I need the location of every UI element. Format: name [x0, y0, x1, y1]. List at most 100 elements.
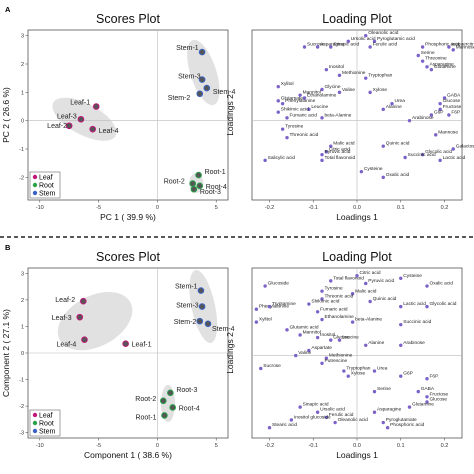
loading-point-label: Fructose: [443, 104, 462, 110]
loading-point: [434, 133, 438, 137]
score-point-label: Leaf-3: [57, 113, 77, 120]
loading-point: [298, 333, 302, 337]
x-tick-label: 0.1: [397, 443, 405, 449]
loading-point: [302, 96, 307, 100]
legend-marker: [32, 412, 38, 418]
score-point-label: Root-3: [176, 387, 197, 394]
loading-point-label: Asparagine: [377, 407, 402, 413]
loading-point-label: Xylitol: [281, 81, 294, 87]
loading-point: [320, 158, 324, 163]
loading-point-label: Xylitol: [259, 317, 272, 323]
legend-label: Leaf: [39, 175, 53, 182]
loading-point-label: F6P: [451, 110, 460, 116]
loading-point-label: Sinapic acid: [333, 42, 359, 48]
loading-point: [429, 113, 434, 117]
loading-point: [372, 39, 377, 44]
loading-point-label: Urea: [377, 366, 388, 372]
score-point: [92, 103, 100, 110]
score-point: [122, 340, 129, 348]
loading-point-label: Fructose: [430, 391, 449, 397]
loading-point: [399, 322, 403, 327]
loading-point-label: Glycine: [333, 335, 349, 341]
score-point: [76, 313, 84, 321]
score-point-label: Stem-4: [212, 326, 235, 333]
loading-point: [320, 317, 324, 322]
score-point: [196, 90, 204, 98]
loading-point: [320, 361, 324, 366]
loading-point-label: Total flavonoid: [325, 155, 356, 161]
y-tick-label: 3: [21, 34, 24, 40]
loading-point-label: Succinic acid: [403, 319, 431, 325]
loading-point-label: Phosphoric acid: [390, 422, 424, 428]
loading-point: [280, 101, 285, 106]
loading-point-label: Mannose: [438, 129, 458, 135]
loading-point: [438, 158, 442, 163]
loading-point: [451, 147, 455, 151]
loading-point-label: Isoquercitrin: [451, 42, 474, 48]
loading-point-label: Stearic acid: [272, 422, 297, 428]
loading-point-label: Glycine: [325, 84, 341, 90]
loading-point: [425, 304, 429, 309]
loading-point: [381, 420, 385, 425]
legend-marker: [32, 182, 38, 188]
loading-point: [276, 99, 280, 103]
loading-point: [289, 418, 294, 422]
loading-point-label: Mannose: [456, 44, 474, 50]
loading-point-label: Sinapic acid: [303, 402, 329, 408]
loading-point-label: Inositol: [329, 64, 344, 70]
score-point: [204, 320, 212, 328]
loading-point: [324, 415, 329, 420]
y-tick-label: 1: [21, 324, 24, 330]
score-point-label: Stem-1: [176, 45, 199, 52]
group-ellipse: [52, 97, 117, 141]
loading-point-label: Oxalic acid: [386, 172, 410, 178]
score-point: [65, 122, 73, 130]
score-point: [79, 297, 87, 305]
loading-point-label: Ethanolamine: [325, 314, 355, 320]
loading-point-label: Pyruvic acid: [368, 278, 394, 284]
x-tick-label: -10: [36, 205, 44, 211]
y-tick-label: -2: [19, 404, 24, 410]
y-axis-label: PC 2 ( 26.6 %): [1, 87, 11, 143]
y-tick-label: 0: [21, 119, 24, 125]
loading-point-label: beta-Alanine: [355, 317, 382, 323]
loading-point: [381, 175, 385, 180]
loading-point-label: Threonic acid: [290, 132, 319, 138]
loading-point: [399, 276, 403, 281]
score-point: [196, 317, 204, 325]
panel-label-a: A: [5, 5, 11, 14]
score-point: [77, 115, 85, 123]
loading-point-label: Glutamine: [434, 64, 456, 70]
loading-point: [429, 67, 434, 72]
loading-point: [320, 152, 324, 157]
loading-point-label: Glutamic acid: [290, 324, 319, 330]
loading-point: [368, 45, 372, 49]
loading-point: [359, 169, 364, 174]
loading-point-label: Arabinose: [412, 115, 434, 121]
loading-point-label: Pyroglutamic acid: [377, 36, 415, 42]
loading-point-label: Tryptophan: [346, 366, 370, 372]
loading-point: [337, 90, 342, 95]
loading-point-label: Tryptophan: [368, 73, 392, 79]
legend-label: Root: [39, 421, 54, 428]
loading-point: [368, 299, 372, 304]
loading-point: [407, 118, 412, 123]
chart-4: Loading Plot -0.2 -0.1 0.0 0.1 0.2 Loadings 1 L…: [225, 250, 463, 460]
loading-point: [355, 274, 359, 278]
loading-point: [368, 90, 372, 95]
loading-point: [324, 150, 329, 154]
loading-point-label: Sucrose: [307, 42, 325, 48]
loading-point-label: Glycolic acid: [425, 149, 452, 155]
loading-point-label: F6P: [430, 373, 439, 379]
loading-point-label: Glucose: [430, 396, 448, 402]
score-point: [197, 287, 205, 294]
score-point-label: Root-2: [164, 179, 185, 186]
score-point-label: Leaf-3: [52, 315, 72, 322]
x-tick-label: -0.2: [265, 443, 274, 449]
x-tick-label: -5: [96, 205, 101, 211]
loading-point: [294, 353, 298, 358]
loading-point-label: G6P: [403, 371, 413, 377]
